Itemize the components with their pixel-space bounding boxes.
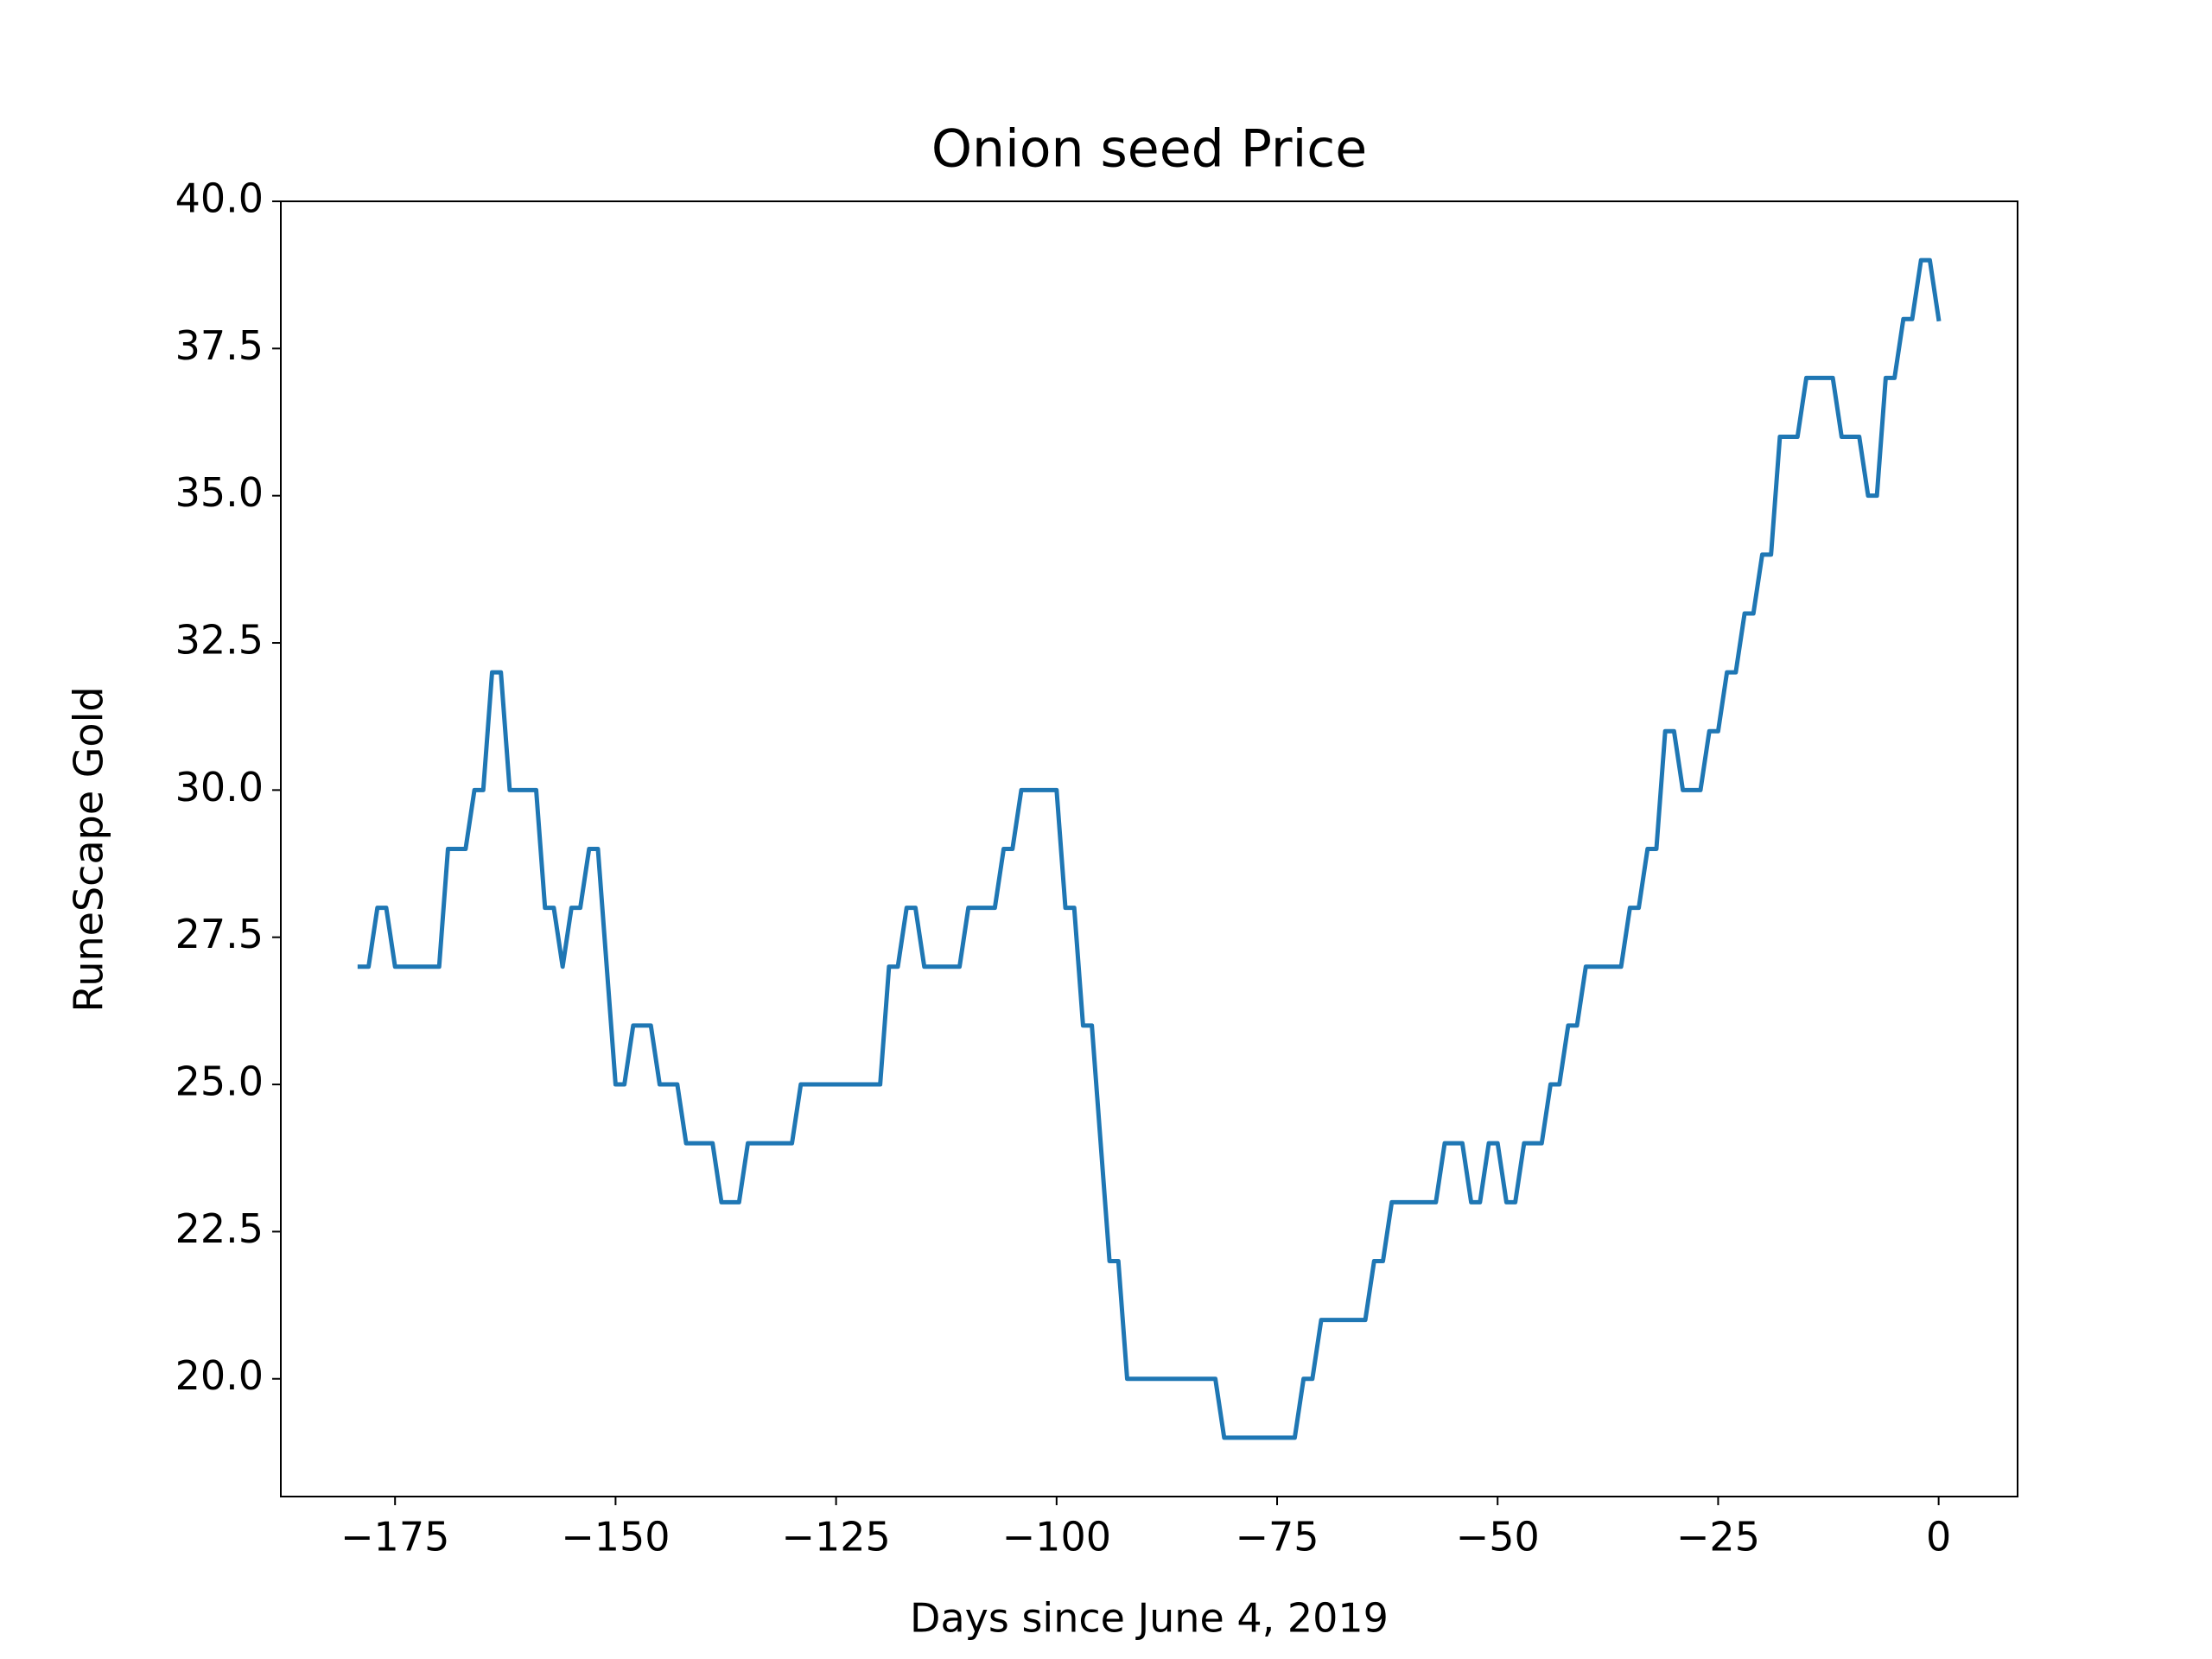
y-tick-label: 30.0 xyxy=(175,764,264,810)
x-tick-label: −25 xyxy=(1676,1514,1760,1560)
y-tick-label: 32.5 xyxy=(175,617,264,664)
x-tick-label: 0 xyxy=(1926,1514,1951,1560)
y-tick-label: 25.0 xyxy=(175,1058,264,1105)
y-tick-label: 40.0 xyxy=(175,175,264,222)
y-tick-label: 37.5 xyxy=(175,322,264,369)
price-line xyxy=(357,257,1942,1440)
x-tick-label: −75 xyxy=(1235,1514,1319,1560)
x-tick-label: −150 xyxy=(561,1514,670,1560)
y-tick-label: 27.5 xyxy=(175,911,264,957)
x-tick-label: −125 xyxy=(781,1514,890,1560)
x-tick-label: −100 xyxy=(1002,1514,1111,1560)
y-tick-label: 20.0 xyxy=(175,1352,264,1399)
y-tick-label: 22.5 xyxy=(175,1205,264,1252)
x-axis-label: Days since June 4, 2019 xyxy=(910,1595,1389,1642)
plot-frame xyxy=(280,200,2018,1497)
x-tick-label: −50 xyxy=(1456,1514,1540,1560)
x-tick-label: −175 xyxy=(340,1514,449,1560)
y-tick-label: 35.0 xyxy=(175,469,264,516)
y-axis-label: RuneScape Gold xyxy=(66,686,112,1012)
chart-title: Onion seed Price xyxy=(931,119,1367,180)
